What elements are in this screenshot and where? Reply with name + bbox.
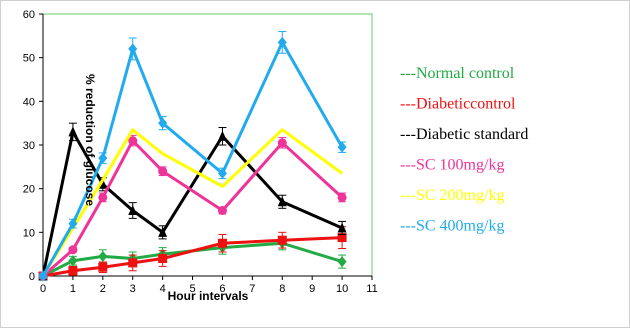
data-point — [277, 235, 287, 245]
series-line — [41, 128, 343, 277]
data-point — [98, 262, 108, 272]
y-tick-label: 40 — [23, 96, 35, 108]
x-tick-label: 2 — [100, 283, 106, 295]
data-point — [277, 196, 287, 207]
data-point — [68, 255, 78, 267]
data-point — [337, 256, 347, 268]
y-tick-label: 10 — [23, 227, 35, 239]
series-line — [42, 139, 344, 278]
x-axis-title: Hour intervals — [168, 289, 249, 303]
data-point — [277, 36, 287, 48]
data-point — [337, 222, 347, 233]
data-point — [68, 245, 78, 255]
data-point — [158, 226, 168, 237]
data-point — [38, 270, 48, 282]
series-line — [42, 236, 343, 278]
y-axis-title: % reduction of glucose — [83, 74, 97, 206]
x-tick-label: 3 — [130, 283, 136, 295]
legend-item-4: ---SC 200mg/kg — [400, 187, 504, 204]
series-line — [41, 40, 344, 277]
data-point — [277, 138, 287, 148]
data-point — [217, 206, 227, 215]
y-tick-label: 0 — [29, 271, 35, 283]
data-point — [337, 141, 347, 153]
data-point — [128, 258, 138, 268]
series-1 — [38, 226, 347, 281]
data-point — [158, 117, 168, 129]
data-point — [217, 238, 227, 248]
legend-item-1: ---Diabeticcontrol — [400, 96, 516, 113]
series-4 — [41, 128, 343, 277]
data-point — [217, 167, 227, 179]
x-tick-label: 11 — [366, 283, 377, 295]
y-tick-label: 30 — [23, 140, 35, 152]
series-line — [41, 130, 343, 277]
data-point — [158, 166, 168, 176]
data-point — [337, 192, 347, 202]
y-tick-label: 50 — [23, 53, 35, 65]
data-point — [98, 192, 108, 202]
legend-item-5: ---SC 400mg/kg — [400, 218, 504, 235]
legend-item-0: ---Normal control — [400, 65, 515, 82]
series-line — [42, 241, 343, 278]
data-point — [68, 126, 78, 137]
data-point — [98, 250, 108, 262]
x-tick-label: 9 — [309, 283, 315, 295]
data-point — [337, 233, 347, 243]
legend: ---Normal control ---Diabeticcontrol ---Di… — [400, 65, 528, 235]
legend-item-2: ---Diabetic standard — [400, 126, 528, 143]
data-point — [128, 43, 138, 55]
data-point — [158, 254, 168, 264]
y-tick-label: 20 — [23, 184, 35, 196]
x-tick-label: 1 — [70, 283, 76, 295]
series-layer — [38, 30, 347, 282]
x-tick-label: 0 — [40, 283, 46, 295]
data-point — [98, 152, 108, 164]
y-tick-label: 60 — [23, 9, 35, 21]
x-tick-label: 5 — [189, 283, 195, 295]
data-point — [68, 218, 78, 230]
data-point — [68, 266, 78, 276]
series-5 — [38, 30, 347, 282]
series-0 — [38, 236, 347, 282]
legend-item-3: ---SC 100mg/kg — [400, 157, 504, 174]
x-tick-label: 8 — [279, 283, 285, 295]
x-tick-label: 7 — [249, 283, 255, 295]
x-tick-label: 6 — [219, 283, 225, 295]
x-tick-label: 4 — [160, 283, 166, 295]
axes: 0 10 20 30 40 50 60 0 1 2 3 4 5 6 7 8 9 10 11 — [23, 9, 378, 295]
data-point — [128, 205, 138, 215]
data-point — [128, 136, 138, 146]
data-point — [217, 130, 227, 141]
x-tick-label: 10 — [336, 283, 348, 295]
